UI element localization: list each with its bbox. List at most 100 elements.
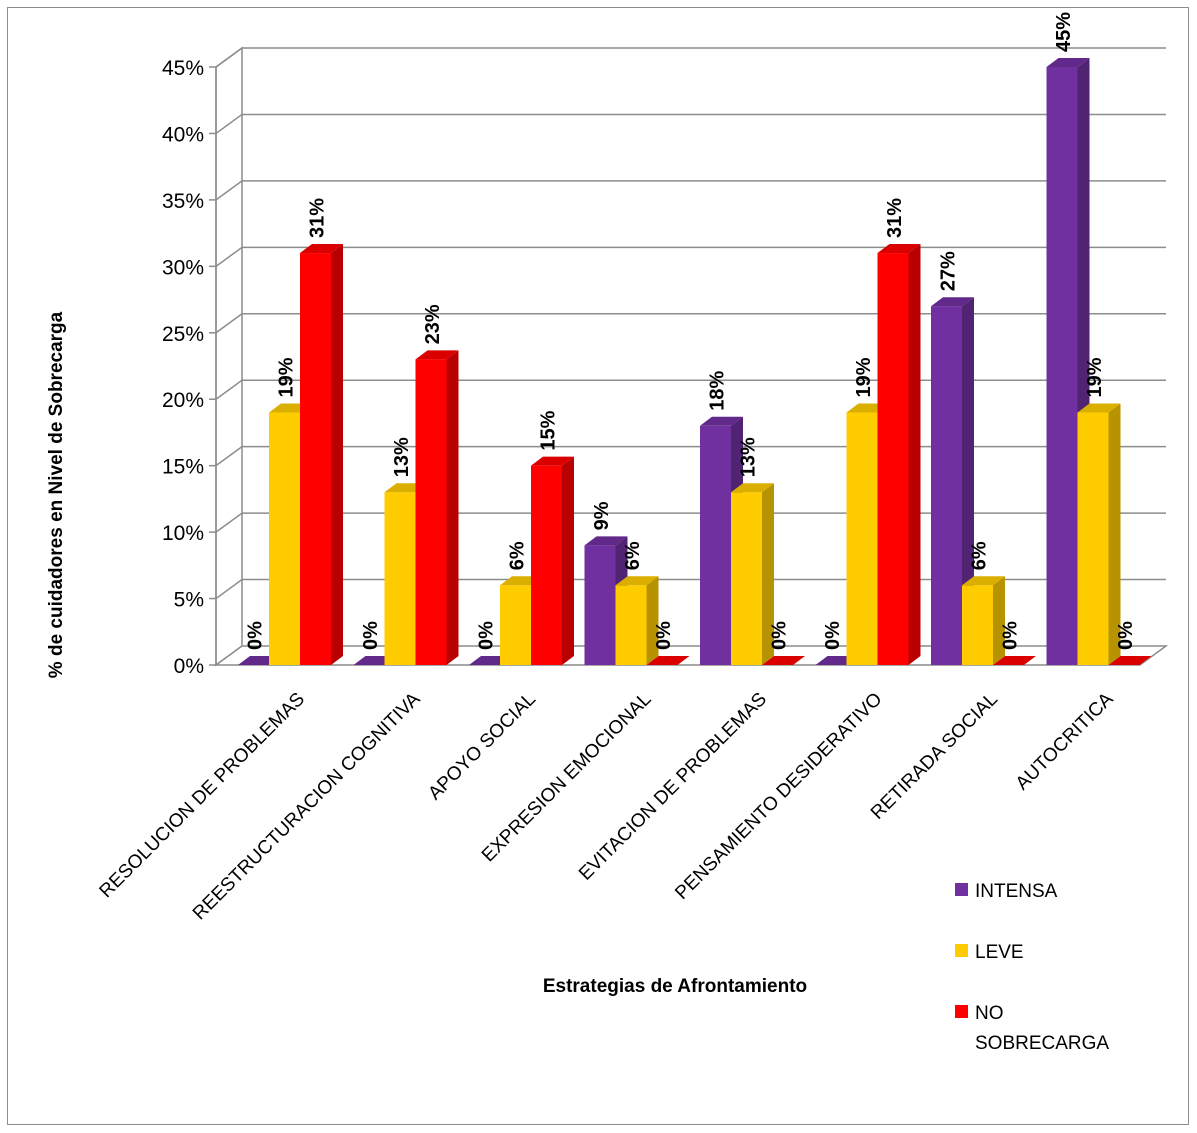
gridline — [215, 180, 1166, 201]
bar-top — [531, 456, 574, 466]
bar-front — [1077, 412, 1109, 665]
data-label: 6% — [969, 541, 991, 570]
gridlines — [215, 47, 1166, 600]
legend-swatch — [955, 944, 968, 957]
data-label: 0% — [1115, 621, 1137, 650]
bar — [731, 483, 774, 665]
bar-side — [1108, 403, 1121, 665]
bar-front — [700, 425, 731, 665]
data-label: 0% — [1000, 621, 1022, 650]
gridline — [215, 313, 1166, 334]
data-label: 6% — [507, 541, 529, 570]
y-tick-label: 10% — [162, 522, 204, 545]
gridline — [215, 512, 1166, 533]
y-tick-label: 40% — [162, 123, 204, 146]
chart-walls — [215, 46, 243, 667]
y-axis-title: % de cuidadores en Nivel de Sobrecarga — [46, 311, 67, 678]
legend-item: NO SOBRECARGA — [955, 1003, 1109, 1054]
bar-side — [962, 297, 974, 665]
bar-front — [846, 412, 878, 665]
x-tick-label: RETIRADA SOCIAL — [867, 689, 1002, 824]
bar-side — [331, 244, 343, 666]
bar-front — [584, 545, 616, 665]
data-label: 19% — [276, 357, 298, 397]
data-label: 0% — [245, 621, 267, 650]
data-label: 45% — [1053, 12, 1075, 52]
x-tick-label: APOYO SOCIAL — [424, 689, 540, 805]
bar — [1077, 403, 1121, 665]
bar — [762, 656, 805, 665]
bar-front — [731, 492, 762, 665]
data-label: 15% — [538, 410, 560, 450]
bar — [300, 244, 343, 666]
data-label: 9% — [591, 501, 613, 530]
bar-top — [731, 483, 774, 493]
bar-front — [300, 253, 331, 666]
bar — [1108, 656, 1152, 665]
bars — [238, 58, 1152, 666]
bar-top — [931, 297, 974, 307]
bar — [700, 416, 743, 665]
bar-top — [962, 576, 1005, 586]
legend-label: NO — [975, 1003, 1004, 1024]
x-tick-label: EVITACION DE PROBLEMAS — [575, 689, 771, 885]
bar — [931, 297, 974, 665]
bar-front — [269, 412, 300, 665]
data-label: 0% — [769, 621, 791, 650]
bar-top — [615, 576, 659, 586]
data-label: 31% — [884, 198, 906, 238]
y-tick-label: 30% — [162, 256, 204, 279]
bar — [615, 576, 659, 665]
bar-front — [384, 492, 416, 665]
y-tick-label: 45% — [162, 57, 204, 80]
bar-top — [700, 416, 743, 426]
data-label: 0% — [476, 621, 498, 650]
bar-front — [962, 585, 993, 665]
bar-top — [646, 656, 690, 665]
data-label: 0% — [653, 621, 675, 650]
bar-front — [531, 465, 562, 665]
data-label: 19% — [1084, 357, 1106, 397]
legend-swatch — [955, 883, 968, 896]
x-tick-label: PENSAMIENTO DESIDERATIVO — [671, 689, 886, 904]
y-tick-label: 15% — [162, 456, 204, 479]
bar-front — [615, 585, 647, 665]
bar-top — [1077, 403, 1121, 413]
legend-label: LEVE — [975, 942, 1024, 963]
y-tick-label: 0% — [174, 655, 204, 678]
y-axis-ticks: 0% 5% 10% 15% 20% 25% 30% 35% 40% 45% — [162, 57, 217, 678]
bar-top — [1046, 58, 1090, 67]
y-tick-label: 35% — [162, 190, 204, 213]
data-label: 6% — [622, 541, 644, 570]
x-tick-label: AUTOCRITICA — [1012, 688, 1118, 794]
bar-front — [1046, 67, 1078, 665]
legend-item: LEVE — [955, 942, 1024, 963]
data-labels: 0% 19% 31% 0% 13% 23% 0% 6% 15% 9% 6% 0% 18% 13% 0% 0% 1… — [245, 12, 1138, 650]
bar-side — [446, 350, 459, 665]
bar-top — [415, 350, 459, 360]
gridline — [215, 445, 1166, 467]
bar-side — [993, 576, 1005, 665]
data-label: 13% — [738, 437, 760, 477]
x-tick-label: REESTRUCTURACION COGNITIVA — [189, 688, 425, 924]
side-wall — [215, 46, 243, 667]
bar-side — [908, 244, 921, 666]
legend-label: SOBRECARGA — [975, 1033, 1109, 1054]
data-label: 27% — [938, 251, 960, 291]
bar-front — [877, 253, 909, 666]
bar-front — [931, 306, 962, 665]
gridline — [215, 379, 1166, 400]
data-label: 18% — [707, 371, 729, 411]
bar-top — [877, 244, 921, 254]
bar-front — [500, 585, 531, 665]
data-label: 19% — [853, 357, 875, 397]
data-label: 23% — [422, 304, 444, 344]
bar-top — [762, 656, 805, 665]
x-axis-title: Estrategias de Afrontamiento — [543, 976, 807, 997]
bar — [962, 576, 1005, 665]
bar-side — [762, 483, 774, 665]
legend-swatch — [955, 1005, 968, 1018]
gridline — [215, 113, 1166, 135]
bar — [415, 350, 459, 665]
